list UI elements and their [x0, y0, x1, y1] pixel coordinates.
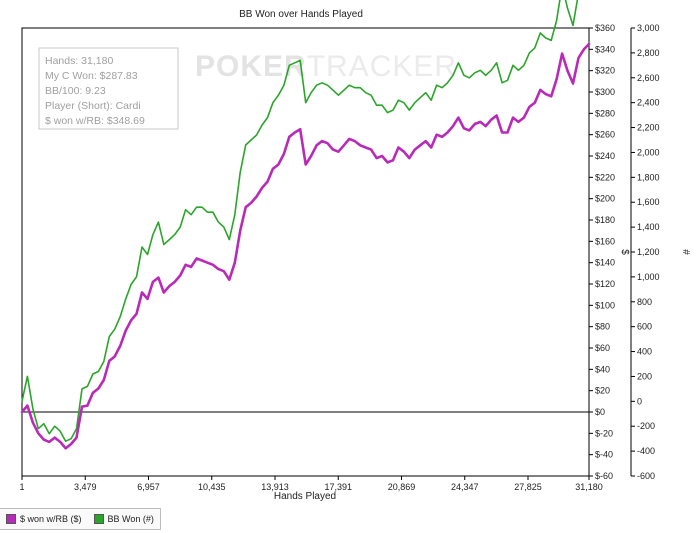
- stat-my-c-won: My C Won: $287.83: [45, 70, 138, 82]
- y2-tick-label: 200: [637, 371, 652, 381]
- y-tick-label: $40: [595, 364, 610, 374]
- y2-axis-label: #: [680, 249, 691, 255]
- y2-tick-label: 2,800: [637, 48, 660, 58]
- y-tick-label: $180: [595, 215, 615, 225]
- y2-tick-label: 3,000: [637, 23, 660, 33]
- y-tick-label: $340: [595, 44, 615, 54]
- y2-tick-label: 2,400: [637, 98, 660, 108]
- y-tick-label: $200: [595, 194, 615, 204]
- x-tick-label: 3,479: [74, 482, 97, 492]
- y2-tick-label: 2,600: [637, 73, 660, 83]
- series-line-won-rb: [20, 42, 591, 450]
- y-tick-label: $320: [595, 66, 615, 76]
- x-tick-label: 1: [19, 482, 24, 492]
- y-tick-label: $300: [595, 87, 615, 97]
- series-line-bb-won: [21, 0, 579, 443]
- watermark: POKERTRACKER: [195, 50, 457, 83]
- stat-won-rb: $ won w/RB: $348.69: [45, 115, 145, 127]
- x-axis-label: Hands Played: [274, 491, 336, 502]
- y-tick-label: $220: [595, 172, 615, 182]
- legend-swatch-bb-won: [93, 514, 104, 524]
- y-tick-label: $-20: [595, 428, 613, 438]
- y-axis-label: $: [619, 249, 630, 255]
- x-tick-label: 24,347: [451, 482, 479, 492]
- x-tick-label: 31,180: [575, 482, 603, 492]
- y2-tick-label: 400: [637, 347, 652, 357]
- y2-tick-label: 1,600: [637, 197, 660, 207]
- y2-tick-label: 1,800: [637, 172, 660, 182]
- y-tick-label: $100: [595, 300, 615, 310]
- legend-item-won-rb[interactable]: $ won w/RB ($): [6, 514, 82, 524]
- x-tick-label: 27,825: [514, 482, 542, 492]
- y-tick-label: $-40: [595, 450, 613, 460]
- y-tick-label: $0: [595, 407, 605, 417]
- y-tick-label: $360: [595, 23, 615, 33]
- x-tick-label: 20,869: [388, 482, 416, 492]
- y2-tick-label: -200: [637, 421, 655, 431]
- stat-hands: Hands: 31,180: [45, 55, 113, 67]
- y2-tick-label: 2,000: [637, 147, 660, 157]
- y2-tick-label: 1,000: [637, 272, 660, 282]
- stats-box: Hands: 31,180 My C Won: $287.83 BB/100: …: [38, 47, 179, 130]
- stat-bb-100: BB/100: 9.23: [45, 85, 106, 97]
- y2-tick-label: 0: [637, 396, 642, 406]
- y2-tick-label: 800: [637, 297, 652, 307]
- legend-swatch-won-rb: [6, 514, 16, 524]
- legend: $ won w/RB ($) BB Won (#): [0, 508, 161, 530]
- x-tick-label: 6,957: [137, 482, 160, 492]
- legend-label-bb-won: BB Won (#): [107, 514, 154, 524]
- plot-frame: [21, 27, 590, 477]
- y-tick-label: $-60: [595, 471, 613, 481]
- y2-tick-label: -600: [637, 471, 655, 481]
- chart-title: BB Won over Hands Played: [239, 9, 363, 20]
- y-tick-label: $80: [595, 322, 610, 332]
- y-axis-right: 3,000 2,800 2,600 2,400 2,200 2,000 1,800 1,600…: [630, 23, 660, 481]
- y-tick-label: $240: [595, 151, 615, 161]
- legend-item-bb-won[interactable]: BB Won (#): [93, 514, 154, 524]
- y-tick-label: $260: [595, 130, 615, 140]
- y2-tick-label: 1,400: [637, 222, 660, 232]
- y-tick-label: $140: [595, 258, 615, 268]
- x-tick-label: 13,913: [261, 482, 289, 492]
- legend-label-won-rb: $ won w/RB ($): [20, 514, 82, 524]
- series-layer: [20, 0, 591, 450]
- x-tick-label: 10,435: [198, 482, 226, 492]
- y-tick-label: $20: [595, 386, 610, 396]
- x-tick-label: 17,391: [324, 482, 352, 492]
- watermark-part2: TRACKER: [307, 50, 457, 83]
- stat-player: Player (Short): Cardi: [45, 100, 141, 112]
- svg-text:POKERTRACKER: POKERTRACKER: [195, 50, 457, 83]
- watermark-part1: POKER: [195, 50, 307, 83]
- y-tick-label: $280: [595, 108, 615, 118]
- y2-tick-label: -400: [637, 446, 655, 456]
- y2-tick-label: 2,200: [637, 123, 660, 133]
- y2-tick-label: 1,200: [637, 247, 660, 257]
- x-axis: 1 3,479 6,957 10,435 13,913 17,391 20,869 24,34…: [19, 476, 603, 492]
- y-tick-label: $60: [595, 343, 610, 353]
- y-tick-label: $120: [595, 279, 615, 289]
- y2-tick-label: 600: [637, 322, 652, 332]
- y-tick-label: $160: [595, 236, 615, 246]
- y-axis-left: $360 $340 $320 $300 $280 $260 $240 $220 $200 $180…: [589, 23, 615, 481]
